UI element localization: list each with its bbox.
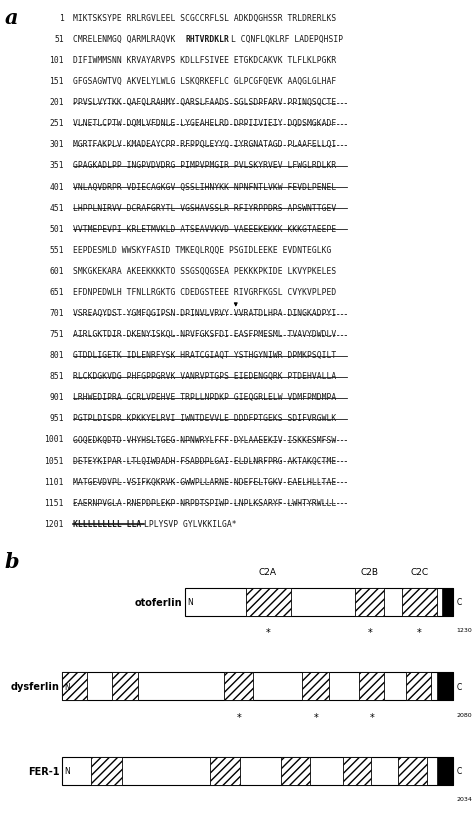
Text: C2B: C2B: [361, 568, 379, 576]
Bar: [437, 757, 453, 785]
Bar: [343, 757, 371, 785]
Bar: [398, 757, 427, 785]
Text: 201: 201: [49, 98, 64, 107]
Bar: [210, 757, 239, 785]
Text: *: *: [369, 712, 374, 722]
Text: *: *: [237, 712, 242, 722]
Text: 351: 351: [49, 161, 64, 170]
Text: 51: 51: [54, 35, 64, 44]
Text: GTDDLIGETK IDLENRFYSK HRATCGIAQT YSTHGYNIWR DPMKPSQILT: GTDDLIGETK IDLENRFYSK HRATCGIAQT YSTHGYN…: [73, 351, 337, 360]
Bar: [224, 672, 253, 700]
Text: VVTMEPEVPI KRLETMVKLD ATSEAVVKVD VAEEEKEKKK KKKGTAEEPE: VVTMEPEVPI KRLETMVKLD ATSEAVVKVD VAEEEKE…: [73, 224, 337, 233]
Text: b: b: [5, 552, 19, 571]
Text: 601: 601: [49, 266, 64, 275]
Text: L CQNFLQKLRF LADEPQHSIP: L CQNFLQKLRF LADEPQHSIP: [231, 35, 343, 44]
Text: DIFIWMMSNN KRVAYARVPS KDLLFSIVEE ETGKDCAKVK TLFLKLPGKR: DIFIWMMSNN KRVAYARVPS KDLLFSIVEE ETGKDCA…: [73, 56, 337, 65]
Text: EAERNPVGLA RNEPDPLEKP NRPDTSPIWP LNPLKSARYF LWHTYRWLLL: EAERNPVGLA RNEPDPLEKP NRPDTSPIWP LNPLKSA…: [73, 498, 337, 507]
Text: VLNETLCPTW DQMLVFDNLE LYGEAHELRD DPPIIVIEIY DQDSMGKADF: VLNETLCPTW DQMLVFDNLE LYGEAHELRD DPPIIVI…: [73, 119, 337, 128]
Text: KLLLLLLLLL LLA: KLLLLLLLLL LLA: [73, 519, 142, 528]
Text: 501: 501: [49, 224, 64, 233]
Bar: [442, 588, 453, 616]
Text: 1: 1: [59, 14, 64, 23]
Bar: [62, 672, 87, 700]
Text: 951: 951: [49, 414, 64, 423]
Text: GPAGKADLPP INGPVDVDRG PIMPVPMGIR PVLSKYRVEV LFWGLRDLKR: GPAGKADLPP INGPVDVDRG PIMPVPMGIR PVLSKYR…: [73, 161, 337, 170]
Bar: [185, 588, 453, 616]
Text: LRHWEDIPRA GCRLVPEHVE TRPLLNPDKP GIEQGRLELW VDMFPMDMPA: LRHWEDIPRA GCRLVPEHVE TRPLLNPDKP GIEQGRL…: [73, 393, 337, 402]
Text: 401: 401: [49, 182, 64, 191]
Bar: [359, 672, 384, 700]
Text: C2C: C2C: [410, 568, 428, 576]
Text: GFGSAGWTVQ AKVELYLWLG LSKQRKEFLC GLPCGFQEVK AAQGLGLHAF: GFGSAGWTVQ AKVELYLWLG LSKQRKEFLC GLPCGFQ…: [73, 77, 337, 86]
Text: LHPPLNIRVV DCRAFGRYTL VGSHAVSSLR RFIYRPPDRS APSWNTTGEV: LHPPLNIRVV DCRAFGRYTL VGSHAVSSLR RFIYRPP…: [73, 203, 337, 213]
Bar: [112, 672, 138, 700]
Text: MIKTSKSYPE RRLRGVLEEL SCGCCRFLSL ADKDQGHSSR TRLDRERLKS: MIKTSKSYPE RRLRGVLEEL SCGCCRFLSL ADKDQGH…: [73, 14, 337, 23]
Bar: [355, 588, 384, 616]
Text: SMKGKEKARA AKEEKKKKTO SSGSQQGSEA PEKKKPKIDE LKVYPKELES: SMKGKEKARA AKEEKKKKTO SSGSQQGSEA PEKKKPK…: [73, 266, 337, 275]
Text: 151: 151: [49, 77, 64, 86]
Text: dysferlin: dysferlin: [10, 681, 59, 691]
Text: PPVSLVYTKK QAFQLRAHMY QARSLFAADS SGLSDPFARV PPINQSQCTE: PPVSLVYTKK QAFQLRAHMY QARSLFAADS SGLSDPF…: [73, 98, 337, 107]
Text: 1051: 1051: [45, 456, 64, 465]
Text: 1151: 1151: [45, 498, 64, 507]
Text: EFDNPEDWLH TFNLLRGKTG CDEDGSTEEE RIVGRFKGSL CVYKVPLPED: EFDNPEDWLH TFNLLRGKTG CDEDGSTEEE RIVGRFK…: [73, 288, 337, 297]
Text: N: N: [64, 767, 70, 775]
Text: 651: 651: [49, 288, 64, 297]
Text: RLCKDGKVDG PHFGPPGRVK VANRVPTGPS EIEDENGQRK PTDEHVALLA: RLCKDGKVDG PHFGPPGRVK VANRVPTGPS EIEDENG…: [73, 372, 337, 380]
Bar: [406, 672, 431, 700]
Text: 2080: 2080: [456, 712, 472, 717]
Text: N: N: [64, 682, 70, 691]
Text: 301: 301: [49, 141, 64, 149]
Text: C: C: [456, 767, 462, 775]
Bar: [246, 588, 291, 616]
Text: FER-1: FER-1: [28, 766, 59, 776]
Text: C2A: C2A: [259, 568, 277, 576]
Text: 101: 101: [49, 56, 64, 65]
Bar: [302, 672, 329, 700]
Text: 1230: 1230: [456, 628, 472, 633]
Text: RHTVRDKLR: RHTVRDKLR: [185, 35, 229, 44]
Text: 2034: 2034: [456, 796, 472, 801]
Text: CMRELENMGQ QARMLRAQVK: CMRELENMGQ QARMLRAQVK: [73, 35, 181, 44]
Text: GOQEDKQDTD VHYHSLTGEG NPNWRYLFFF DYLAAEEKIV ISKKESMFSW: GOQEDKQDTD VHYHSLTGEG NPNWRYLFFF DYLAAEE…: [73, 435, 337, 444]
Text: 1001: 1001: [45, 435, 64, 444]
Bar: [62, 757, 453, 785]
Text: C: C: [456, 598, 462, 606]
Text: MGRTFAKPLV KMADEAYCPP RFPPQLEYYQ IYRGNATAGD PLAAFELLQI: MGRTFAKPLV KMADEAYCPP RFPPQLEYYQ IYRGNAT…: [73, 141, 337, 149]
Text: *: *: [367, 628, 372, 638]
Text: 901: 901: [49, 393, 64, 402]
Text: VSREAQYDST YGMFQGIPSN DPINVLVRVY VVRATDLHPA DINGKADPYI: VSREAQYDST YGMFQGIPSN DPINVLVRVY VVRATDL…: [73, 308, 337, 318]
Text: 801: 801: [49, 351, 64, 360]
Text: *: *: [417, 628, 421, 638]
Bar: [62, 672, 453, 700]
Bar: [437, 672, 453, 700]
Text: 851: 851: [49, 372, 64, 380]
Text: N: N: [187, 598, 193, 606]
Text: VNLAQVDRPR VDIECAGKGV QSSLIHNYKK NPNFNTLVKW FEVDLPENEL: VNLAQVDRPR VDIECAGKGV QSSLIHNYKK NPNFNTL…: [73, 182, 337, 191]
Text: *: *: [313, 712, 318, 722]
Text: MATGEVDVPL VSIFKQKRVK GWWPLLARNE NDEFELTGKV EAELHLLTAE: MATGEVDVPL VSIFKQKRVK GWWPLLARNE NDEFELT…: [73, 477, 337, 486]
Text: 1201: 1201: [45, 519, 64, 528]
Text: 551: 551: [49, 246, 64, 255]
Bar: [281, 757, 310, 785]
Text: LPLYSVP GYLVKKILGA*: LPLYSVP GYLVKKILGA*: [145, 519, 237, 528]
Text: PGTPLDISPR KPKKYELRVI IWNTDEVVLE DDDFPTGEKS SDIFVRGWLK: PGTPLDISPR KPKKYELRVI IWNTDEVVLE DDDFPTG…: [73, 414, 337, 423]
Text: AIRLGKTDIR DKENYISKQL NPVFGKSFDI EASFPMESML TVAVYDWDLV: AIRLGKTDIR DKENYISKQL NPVFGKSFDI EASFPME…: [73, 330, 337, 339]
Text: a: a: [5, 8, 18, 28]
Text: EEPDESMLD WWSKYFASID TMKEQLRQQE PSGIDLEEKE EVDNTEGLKG: EEPDESMLD WWSKYFASID TMKEQLRQQE PSGIDLEE…: [73, 246, 332, 255]
Text: DETEYKIPAR LTLQIWDADH FSADDPLGAI ELDLNRFPRG AKTAKQCTME: DETEYKIPAR LTLQIWDADH FSADDPLGAI ELDLNRF…: [73, 456, 337, 465]
Text: otoferlin: otoferlin: [135, 597, 182, 607]
Text: 751: 751: [49, 330, 64, 339]
Bar: [402, 588, 437, 616]
Text: 1101: 1101: [45, 477, 64, 486]
Text: 451: 451: [49, 203, 64, 213]
Text: C: C: [456, 682, 462, 691]
Text: 251: 251: [49, 119, 64, 128]
Text: 701: 701: [49, 308, 64, 318]
Text: *: *: [265, 628, 270, 638]
Bar: [91, 757, 122, 785]
